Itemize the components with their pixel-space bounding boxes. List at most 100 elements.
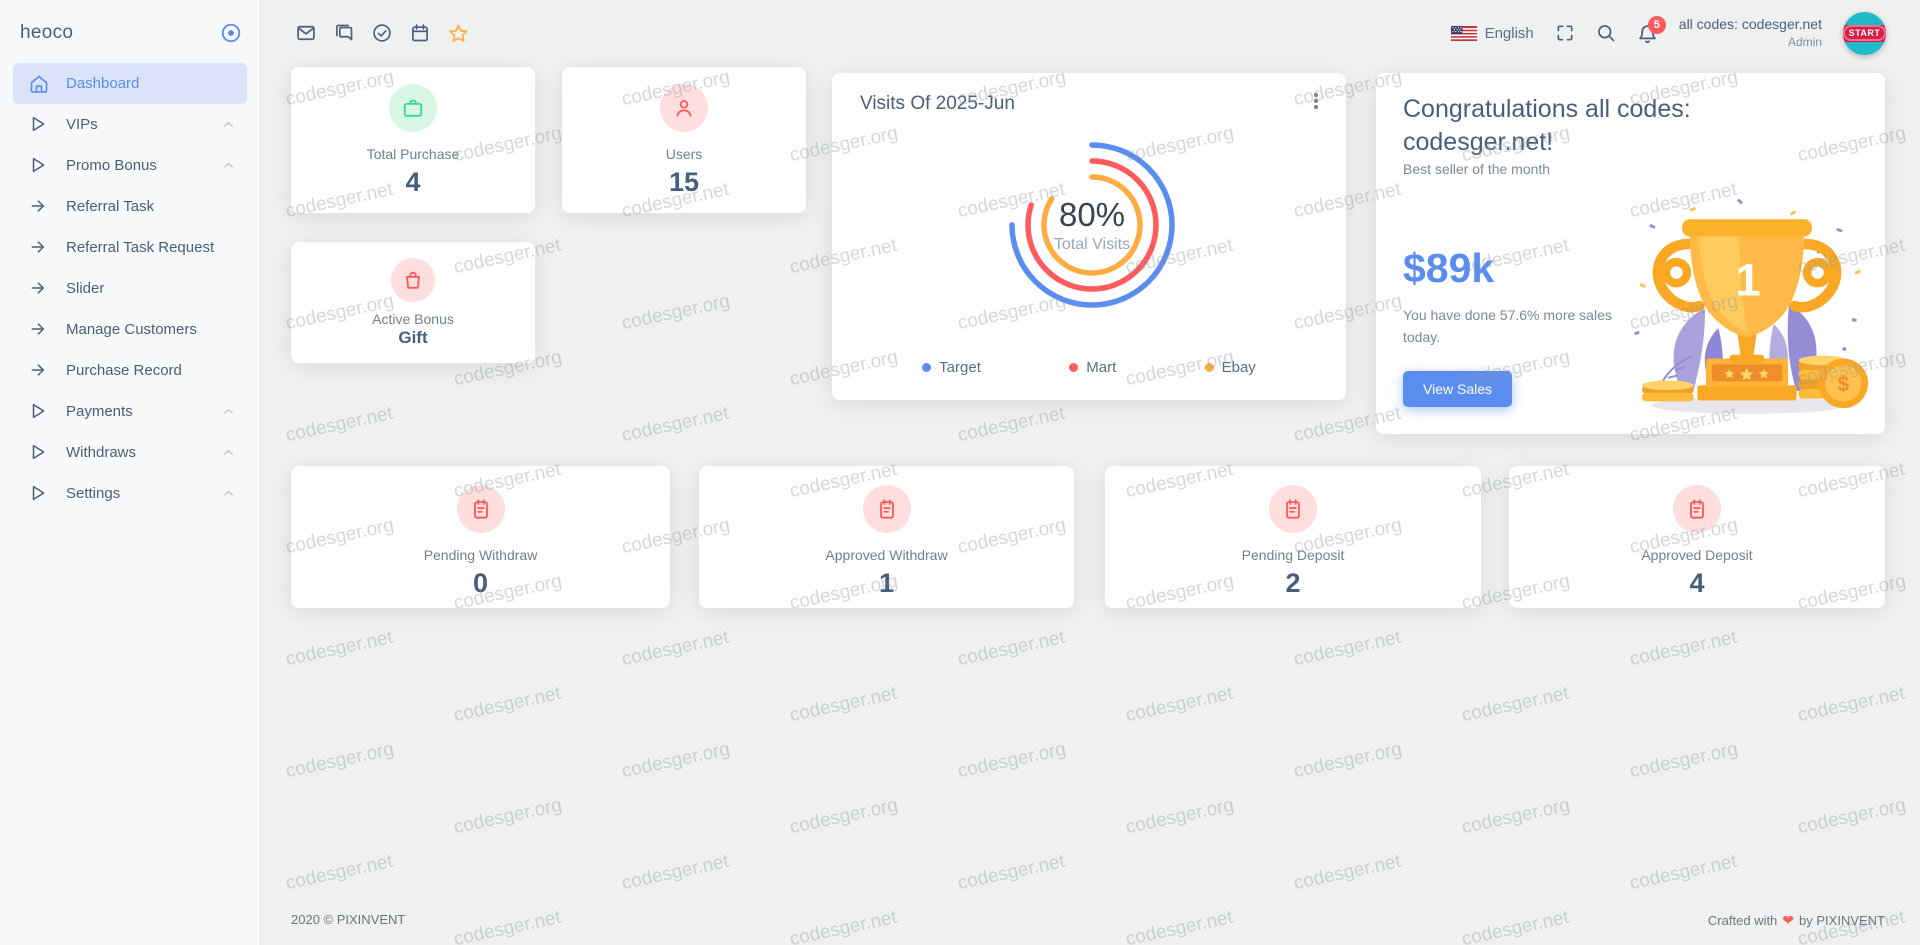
stat-value: 1 xyxy=(878,568,895,599)
chevron-up-icon xyxy=(222,446,235,459)
legend-label: Target xyxy=(939,359,981,376)
sidebar-item-referral-task-request[interactable]: Referral Task Request xyxy=(13,227,247,268)
watermark: codesger.net xyxy=(619,850,731,895)
calendar-icon[interactable] xyxy=(410,23,430,43)
stat-value: 0 xyxy=(472,568,489,599)
sidebar-item-manage-customers[interactable]: Manage Customers xyxy=(13,309,247,350)
sidebar-item-label: Withdraws xyxy=(66,444,137,461)
watermark: codesger.org xyxy=(1291,738,1404,783)
watermark: codesger.net xyxy=(1123,906,1235,945)
watermark: codesger.net xyxy=(1459,682,1571,727)
sidebar-item-label: Slider xyxy=(66,280,105,297)
arrow-icon xyxy=(29,361,49,381)
view-sales-button[interactable]: View Sales xyxy=(1403,371,1513,407)
stat-label: Approved Withdraw xyxy=(825,547,948,563)
trophy-rank: 1 xyxy=(1735,255,1760,306)
heart-icon: ❤ xyxy=(1782,912,1795,928)
notifications-bell[interactable]: 5 xyxy=(1637,15,1666,44)
stat-value: 2 xyxy=(1285,568,1301,599)
star-icon[interactable] xyxy=(448,23,468,43)
sidebar-item-purchase-record[interactable]: Purchase Record xyxy=(13,350,247,391)
mail-icon[interactable] xyxy=(296,23,316,43)
legend-dot xyxy=(922,363,932,372)
stat-value: 4 xyxy=(1689,568,1705,599)
notification-badge: 5 xyxy=(1647,15,1666,34)
stat-label: Total Purchase xyxy=(366,146,460,162)
sidebar-item-referral-task[interactable]: Referral Task xyxy=(13,186,247,227)
brand: heoco xyxy=(20,22,242,44)
sidebar-toggle-disc-icon[interactable] xyxy=(220,22,242,44)
legend-dot xyxy=(1069,363,1079,372)
arrow-icon xyxy=(29,197,49,217)
clipboard-icon xyxy=(1673,485,1721,533)
us-flag-icon xyxy=(1450,25,1477,41)
avatar[interactable]: START xyxy=(1843,11,1886,55)
watermark: codesger.org xyxy=(619,290,732,335)
approved-deposit-card: Approved Deposit 4 xyxy=(1509,466,1885,608)
language-label: English xyxy=(1484,24,1534,42)
user-icon xyxy=(660,84,708,132)
sidebar-item-label: Settings xyxy=(66,485,121,502)
play-icon xyxy=(29,115,49,135)
legend-item-mart[interactable]: Mart xyxy=(1069,359,1116,376)
sidebar-item-vips[interactable]: VIPs xyxy=(13,104,247,145)
legend-item-ebay[interactable]: Ebay xyxy=(1204,359,1256,376)
watermark: codesger.net xyxy=(1123,682,1235,727)
watermark: codesger.org xyxy=(451,794,564,839)
clipboard-icon xyxy=(862,485,911,533)
legend-dot xyxy=(1204,363,1214,372)
fullscreen-icon[interactable] xyxy=(1555,23,1575,43)
sidebar-item-dashboard[interactable]: Dashboard xyxy=(13,63,247,104)
watermark: codesger.net xyxy=(1627,850,1739,895)
chart-title: Visits Of 2025-Jun xyxy=(860,93,1015,114)
watermark: codesger.org xyxy=(1459,794,1572,839)
sidebar-item-slider[interactable]: Slider xyxy=(13,268,247,309)
watermark: codesger.net xyxy=(955,626,1067,671)
sidebar-item-label: Manage Customers xyxy=(66,321,197,338)
sidebar-item-label: Referral Task Request xyxy=(66,239,215,256)
watermark: codesger.org xyxy=(1795,794,1908,839)
watermark: codesger.net xyxy=(451,906,563,945)
language-selector[interactable]: English xyxy=(1450,24,1534,42)
visits-chart-card: Visits Of 2025-Jun 80% Total Visits Targ… xyxy=(832,73,1346,400)
check-circle-icon[interactable] xyxy=(372,23,392,43)
total-purchase-card: Total Purchase 4 xyxy=(291,67,535,213)
sidebar-item-settings[interactable]: Settings xyxy=(13,473,247,514)
clipboard-icon xyxy=(456,485,505,533)
arrow-icon xyxy=(29,279,49,299)
watermark: codesger.net xyxy=(283,850,395,895)
active-bonus-gift-card: Active Bonus Gift xyxy=(291,242,535,363)
sidebar-nav: Dashboard VIPs Promo Bonus Referral Task Ref… xyxy=(13,63,247,514)
stat-label: Pending Withdraw xyxy=(423,547,538,563)
footer-credit: Crafted with ❤ by PIXINVENT xyxy=(1707,912,1885,928)
pending-deposit-card: Pending Deposit 2 xyxy=(1105,466,1481,608)
chat-icon[interactable] xyxy=(334,23,354,43)
stat-label: Active Bonus xyxy=(372,311,454,327)
svg-text:$: $ xyxy=(1838,373,1850,396)
home-icon xyxy=(29,74,49,94)
chart-legend: Target Mart Ebay xyxy=(832,359,1346,376)
brand-name: heoco xyxy=(20,22,74,43)
user-menu[interactable]: all codes: codesger.net Admin xyxy=(1679,15,1822,50)
pending-withdraw-card: Pending Withdraw 0 xyxy=(291,466,670,608)
watermark: codesger.net xyxy=(451,682,563,727)
watermark: codesger.net xyxy=(1459,906,1571,945)
legend-item-target[interactable]: Target xyxy=(922,359,981,376)
bell-icon xyxy=(1637,23,1658,44)
play-icon xyxy=(29,156,49,176)
sidebar-item-label: Referral Task xyxy=(66,198,155,215)
watermark: codesger.net xyxy=(1627,626,1739,671)
sidebar-item-promo-bonus[interactable]: Promo Bonus xyxy=(13,145,247,186)
briefcase-icon xyxy=(389,84,437,132)
search-icon[interactable] xyxy=(1596,23,1616,43)
sidebar-item-payments[interactable]: Payments xyxy=(13,391,247,432)
legend-label: Mart xyxy=(1086,359,1117,376)
sidebar-item-withdraws[interactable]: Withdraws xyxy=(13,432,247,473)
user-role: Admin xyxy=(1787,35,1822,50)
approved-withdraw-card: Approved Withdraw 1 xyxy=(699,466,1074,608)
chart-menu-kebab-icon[interactable] xyxy=(1308,91,1324,111)
sales-description: You have done 57.6% more sales today. xyxy=(1403,307,1612,345)
sidebar-item-label: Purchase Record xyxy=(66,362,182,379)
chevron-up-icon xyxy=(222,118,235,131)
watermark: codesger.net xyxy=(283,626,395,671)
